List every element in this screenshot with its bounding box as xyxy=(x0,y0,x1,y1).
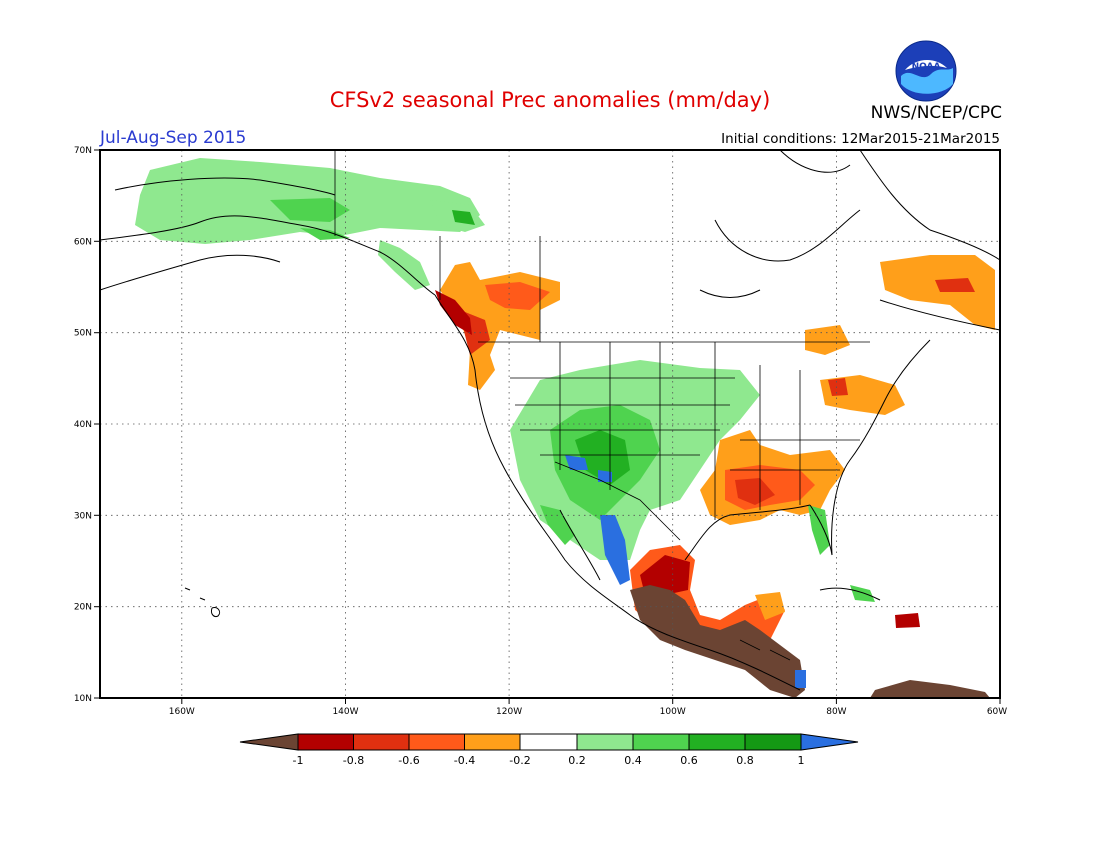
colorbar-swatch xyxy=(353,733,410,751)
anomaly-arctic-darkgreen xyxy=(452,210,475,225)
tick-marks xyxy=(94,149,1001,704)
colorbar-swatch xyxy=(632,733,690,751)
colorbar-label: -1 xyxy=(293,754,304,767)
colorbar-label: 0.2 xyxy=(568,754,586,767)
anomaly-alaska-mid-green xyxy=(270,198,350,222)
lon-label: 140W xyxy=(332,707,358,717)
lat-label: 30N xyxy=(74,511,92,521)
initial-conditions-label: Initial conditions: 12Mar2015-21Mar2015 xyxy=(721,131,1000,147)
anomaly-caribbean-brown xyxy=(870,680,990,698)
colorbar xyxy=(239,733,859,751)
lon-label: 160W xyxy=(169,707,195,717)
anomaly-florida-green xyxy=(808,505,830,555)
state-borders xyxy=(334,150,870,661)
anomaly-pnw-darkred xyxy=(435,290,472,335)
lat-labels: 70N 60N 50N 40N 30N 20N 10N xyxy=(74,146,92,704)
colorbar-high-triangle xyxy=(800,733,859,751)
anomaly-caribbean-green xyxy=(850,585,875,602)
colorbar-label: 0.4 xyxy=(624,754,642,767)
anomaly-nm-blue xyxy=(598,470,612,482)
anomaly-alaska-green-strip xyxy=(300,228,350,240)
noaa-logo-icon: NOAA xyxy=(895,40,957,102)
anomaly-caribbean-red xyxy=(895,613,920,628)
lat-label: 50N xyxy=(74,329,92,339)
colorbar-label: -0.2 xyxy=(509,754,530,767)
lat-label: 60N xyxy=(74,237,92,247)
anomaly-west-green xyxy=(575,430,630,485)
coastlines xyxy=(99,149,1001,691)
colorbar-swatch xyxy=(464,733,521,751)
anomaly-baja-green xyxy=(540,505,575,545)
anomaly-bc-green xyxy=(378,240,430,290)
season-label: Jul-Aug-Sep 2015 xyxy=(100,128,247,148)
anomaly-fields xyxy=(135,158,995,698)
colorbar-low-triangle xyxy=(239,733,299,751)
colorbar-label: -0.4 xyxy=(454,754,475,767)
anomaly-pnw-red-orange xyxy=(485,282,550,310)
lon-label: 120W xyxy=(496,707,522,717)
lon-label: 60W xyxy=(987,707,1007,717)
colorbar-swatch xyxy=(408,733,465,751)
logo-text: NOAA xyxy=(912,62,941,72)
lat-label: 40N xyxy=(74,420,92,430)
anomaly-quebec-orange xyxy=(880,255,995,330)
lon-labels: 160W 140W 120W 100W 80W 60W xyxy=(169,707,1008,717)
lat-label: 10N xyxy=(74,694,92,704)
colorbar-swatch xyxy=(519,733,578,751)
colorbar-label: 1 xyxy=(798,754,805,767)
anomaly-mexico-brown xyxy=(630,585,805,698)
lat-label: 70N xyxy=(74,146,92,156)
chart-title: CFSv2 seasonal Prec anomalies (mm/day) xyxy=(329,88,771,112)
lat-gridlines xyxy=(100,240,1000,608)
anomaly-quebec-red xyxy=(935,278,975,292)
colorbar-label: -0.6 xyxy=(398,754,419,767)
anomaly-yucatan-orange xyxy=(755,592,785,620)
anomaly-southeast-red xyxy=(735,478,775,505)
anomaly-az-blue xyxy=(565,455,588,470)
colorbar-swatch xyxy=(688,733,746,751)
lon-label: 100W xyxy=(660,707,686,717)
lat-label: 20N xyxy=(74,603,92,613)
colorbar-swatch xyxy=(744,733,802,751)
colorbar-label: 0.6 xyxy=(680,754,698,767)
anomaly-panama-blue xyxy=(795,670,806,688)
org-label: NWS/NCEP/CPC xyxy=(870,103,1002,123)
colorbar-swatch xyxy=(576,733,634,751)
lon-gridlines xyxy=(181,150,837,698)
colorbar-labels: -1 -0.8 -0.6 -0.4 -0.2 0.2 0.4 0.6 0.8 1 xyxy=(293,754,805,767)
colorbar-swatch xyxy=(297,733,354,751)
colorbar-label: -0.8 xyxy=(343,754,364,767)
anomaly-mexico-darkred xyxy=(640,555,690,595)
anomaly-northeast-red xyxy=(828,378,848,396)
colorbar-label: 0.8 xyxy=(736,754,754,767)
lon-label: 80W xyxy=(826,707,846,717)
anomaly-sw-blue xyxy=(600,515,630,585)
